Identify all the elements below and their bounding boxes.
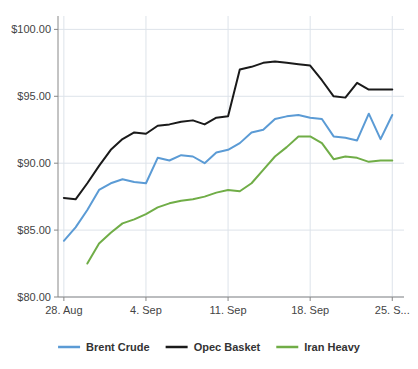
- y-grid-line: [58, 96, 404, 97]
- y-axis-line: [58, 16, 59, 297]
- series-line: [64, 62, 392, 200]
- x-tick: [392, 297, 393, 301]
- legend-item: Opec Basket: [166, 341, 261, 353]
- x-grid-line: [145, 16, 146, 297]
- x-tick: [145, 297, 146, 301]
- series-line: [87, 136, 392, 263]
- plot-area: [64, 62, 392, 264]
- x-tick: [310, 297, 311, 301]
- series-line: [64, 114, 392, 241]
- x-tick-label: 4. Sep: [130, 304, 162, 316]
- y-tick-label: $90.00: [17, 157, 51, 169]
- x-grid-line: [228, 16, 229, 297]
- legend-swatch: [276, 346, 298, 349]
- y-tick: [54, 230, 58, 231]
- x-grid-line: [63, 16, 64, 297]
- x-grid-line: [310, 16, 311, 297]
- legend-label: Brent Crude: [86, 341, 150, 353]
- y-tick-label: $100.00: [11, 23, 51, 35]
- legend-label: Iran Heavy: [304, 341, 361, 353]
- x-tick: [63, 297, 64, 301]
- x-tick: [228, 297, 229, 301]
- y-tick: [54, 297, 58, 298]
- y-grid-line: [58, 163, 404, 164]
- legend-label: Opec Basket: [194, 341, 261, 353]
- x-tick-label: 11. Sep: [210, 304, 247, 316]
- y-grid-line: [58, 29, 404, 30]
- y-tick: [54, 163, 58, 164]
- x-tick-label: 28. Aug: [45, 304, 82, 316]
- x-tick-label: 25. S...: [375, 304, 410, 316]
- y-tick-label: $85.00: [17, 224, 51, 236]
- legend-swatch: [166, 346, 188, 349]
- y-grid-line: [58, 297, 404, 298]
- legend-item: Brent Crude: [58, 341, 150, 353]
- y-tick-label: $80.00: [17, 291, 51, 303]
- legend-item: Iran Heavy: [276, 341, 361, 353]
- y-tick-label: $95.00: [17, 90, 51, 102]
- y-tick: [54, 96, 58, 97]
- y-tick: [54, 29, 58, 30]
- y-grid-line: [58, 230, 404, 231]
- legend-swatch: [58, 346, 80, 349]
- grid: [58, 16, 404, 297]
- x-tick-label: 18. Sep: [291, 304, 329, 316]
- chart: $80.00 $85.00 $90.00 $95.00 $100.00 28. Aug 4.…: [0, 0, 418, 369]
- legend: Brent Crude Opec Basket Iran Heavy: [58, 341, 361, 353]
- axes: $80.00 $85.00 $90.00 $95.00 $100.00 28. Aug 4.…: [11, 16, 409, 316]
- x-axis-line: [58, 297, 404, 298]
- x-grid-line: [392, 16, 393, 297]
